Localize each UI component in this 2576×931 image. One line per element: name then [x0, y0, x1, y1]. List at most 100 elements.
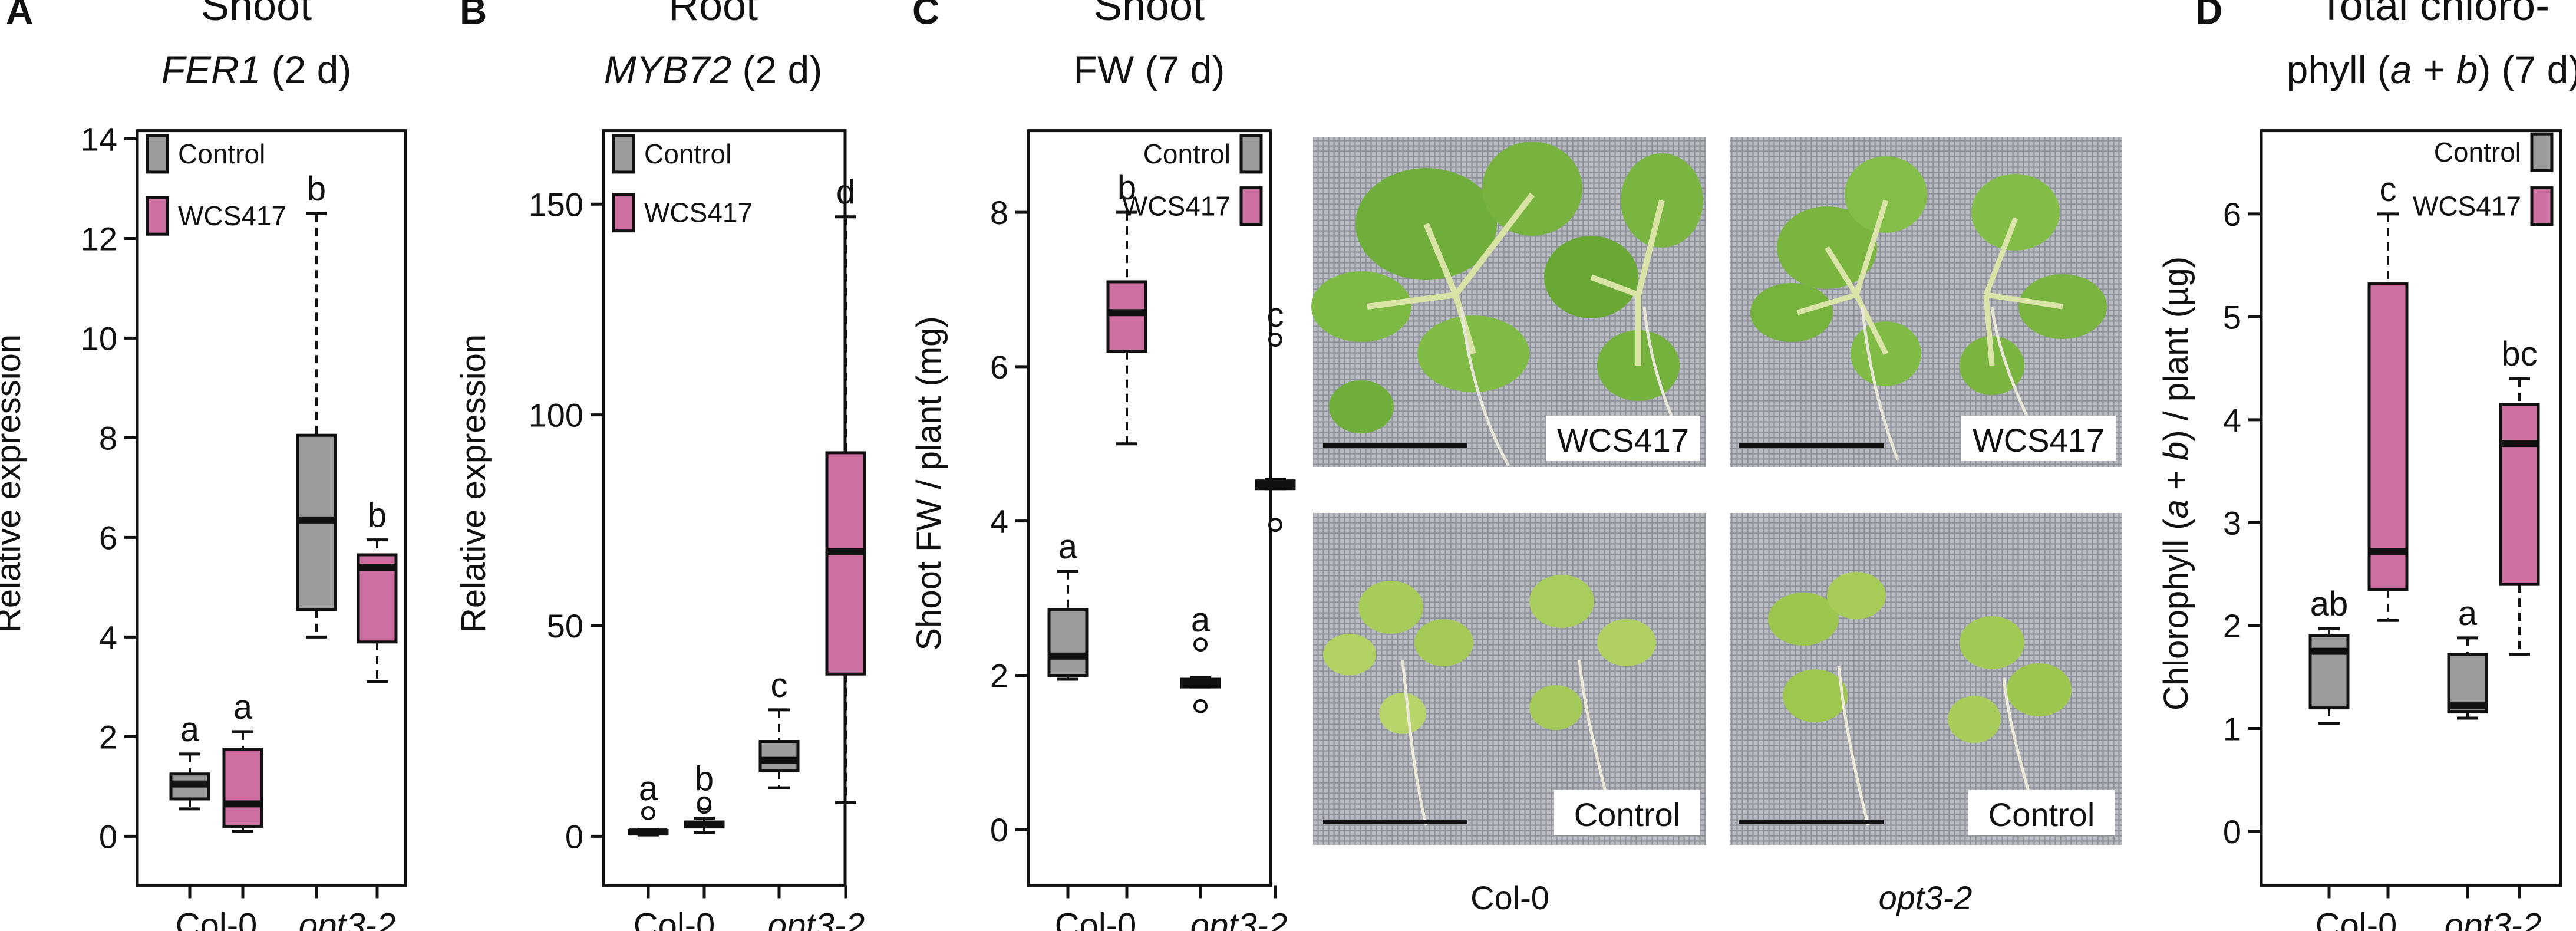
rosette-medium — [1750, 156, 2107, 460]
legend-swatch-control — [146, 134, 169, 174]
plot-frame — [2260, 129, 2562, 887]
significance-letter: a — [639, 769, 658, 808]
significance-letter: a — [180, 710, 200, 749]
box-opt32-wcs417: d — [825, 173, 866, 804]
chart-title: Root — [668, 0, 758, 29]
chart-subtitle: FW (7 d) — [1074, 48, 1225, 91]
legend-label-control: Control — [1143, 139, 1231, 169]
outlier-point — [1268, 333, 1282, 347]
photo-label-wcs417: WCS417 — [1973, 422, 2105, 459]
box-iqr — [222, 747, 263, 828]
y-tick-label: 0 — [990, 811, 1008, 848]
chart-subtitle: MYB72 (2 d) — [604, 48, 822, 91]
box-col0-control: ab — [2308, 585, 2350, 725]
legend-swatch-control — [1239, 134, 1263, 174]
outlier-point — [697, 796, 711, 811]
legend-label-control: Control — [2434, 137, 2521, 167]
outlier-point — [1193, 699, 1208, 713]
plot-frame — [136, 129, 407, 887]
legend-label-wcs417: WCS417 — [1122, 191, 1231, 222]
legend-swatch-wcs417 — [612, 193, 635, 233]
y-tick-label: 6 — [99, 519, 117, 556]
box-opt32-wcs417: b — [357, 496, 398, 683]
photo-column-label-opt32: opt3-2 — [1879, 879, 1973, 916]
box-col0-control: a — [169, 710, 210, 811]
box-col0-wcs417: c — [2367, 170, 2409, 622]
y-tick-label: 2 — [990, 657, 1008, 694]
photo-column-label-col0: Col-0 — [1470, 879, 1549, 916]
x-group-label: opt3-2 — [299, 906, 395, 931]
photo-col0-wcs417: WCS417 — [1311, 137, 1706, 467]
x-group-label: opt3-2 — [1190, 906, 1287, 931]
significance-letter: d — [836, 173, 855, 212]
box-col0-wcs417: b — [684, 760, 725, 834]
significance-letter: ab — [2310, 585, 2349, 623]
y-tick-label: 2 — [2223, 607, 2241, 644]
legend-swatch-wcs417 — [1239, 186, 1263, 226]
y-tick-label: 2 — [99, 718, 117, 755]
y-tick-label: 6 — [990, 348, 1008, 386]
photo-opt32-wcs417: WCS417 — [1730, 137, 2122, 467]
y-tick-label: 1 — [2223, 710, 2241, 747]
y-tick-label: 12 — [81, 220, 117, 257]
panel-a: A Shoot FER1 (2 d) 0 2 4 6 8 10 12 14 Relative expr… — [0, 0, 407, 931]
box-col0-control: a — [628, 769, 669, 837]
legend-swatch-control — [612, 134, 635, 174]
y-axis-label: Relative expression — [0, 334, 28, 633]
significance-letter: c — [771, 666, 788, 705]
y-tick-label: 0 — [2223, 813, 2241, 850]
significance-letter: b — [695, 760, 714, 798]
rosette-small — [1768, 572, 2072, 832]
y-tick-label: 50 — [547, 607, 583, 644]
legend: Control WCS417 — [2413, 132, 2554, 226]
box-col0-wcs417: a — [222, 688, 263, 833]
box-iqr — [2367, 282, 2409, 591]
legend-label-control: Control — [178, 139, 265, 169]
y-tick-label: 3 — [2223, 504, 2241, 541]
chart-title: Total chloro- — [2318, 0, 2549, 29]
rosette-small — [1323, 575, 1656, 832]
box-iqr — [2308, 634, 2350, 710]
box-iqr — [2499, 403, 2540, 586]
significance-letter: b — [368, 496, 387, 535]
significance-letter: bc — [2501, 335, 2537, 373]
photo-col0-control: Control — [1313, 513, 1706, 845]
chart-title: Shoot — [201, 0, 312, 29]
box-col0-wcs417: b — [1106, 169, 1147, 446]
y-tick-label: 8 — [99, 419, 117, 456]
outlier-point — [1193, 637, 1208, 652]
photo-label-control: Control — [1574, 796, 1681, 833]
box-iqr — [825, 451, 866, 676]
panel-c: C Shoot FW (7 d) 0 2 4 6 8 Shoot FW / plant (mg)… — [910, 0, 1296, 931]
box-col0-control: a — [1047, 528, 1089, 681]
significance-letter: c — [1267, 296, 1284, 334]
x-group-label: Col-0 — [634, 906, 715, 931]
significance-letter: a — [1058, 528, 1078, 566]
y-tick-label: 6 — [2223, 196, 2241, 233]
panel-letter: D — [2195, 0, 2222, 32]
x-group-label: Col-0 — [176, 906, 258, 931]
y-tick-label: 4 — [99, 619, 117, 656]
panel-b: B Root MYB72 (2 d) 0 50 100 150 Relative expres… — [454, 0, 866, 931]
legend-swatch-control — [2530, 132, 2554, 172]
box-opt32-control: a — [2447, 594, 2488, 720]
legend: Control WCS417 — [612, 134, 753, 233]
y-tick-label: 5 — [2223, 298, 2241, 335]
significance-letter: a — [233, 688, 253, 726]
y-tick-label: 150 — [529, 186, 583, 223]
y-tick-label: 100 — [529, 397, 583, 434]
plot-frame — [1027, 129, 1272, 887]
legend-label-wcs417: WCS417 — [644, 198, 753, 228]
panel-letter: A — [6, 0, 33, 32]
y-axis-label: Chlorophyll (a + b) / plant (µg) — [2157, 256, 2195, 710]
significance-letter: b — [307, 170, 326, 208]
x-group-label: Col-0 — [2316, 906, 2397, 931]
chart-subtitle: FER1 (2 d) — [161, 48, 352, 91]
box-opt32-control: a — [1180, 601, 1221, 713]
box-iqr — [758, 740, 800, 773]
significance-letter: a — [1191, 601, 1211, 639]
legend-label-wcs417: WCS417 — [2413, 191, 2521, 222]
chart-title: Shoot — [1094, 0, 1205, 29]
box-opt32-wcs417: bc — [2499, 335, 2540, 656]
outlier-point — [1268, 518, 1282, 532]
